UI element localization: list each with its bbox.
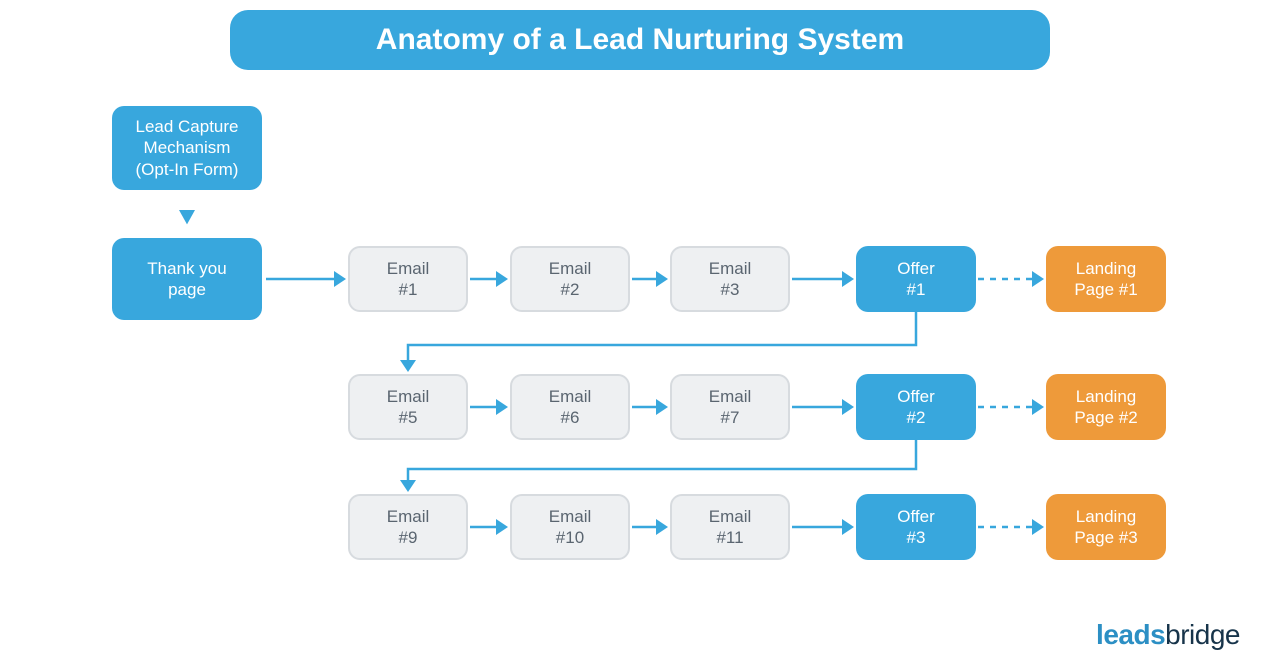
landing-node-2: Landing Page #2: [1046, 374, 1166, 440]
title-bar: Anatomy of a Lead Nurturing System: [230, 10, 1050, 70]
thankyou-node: Thank you page: [112, 238, 262, 320]
logo-light: bridge: [1165, 619, 1240, 650]
email-node-r1-1: Email #1: [348, 246, 468, 312]
email-node-r2-2: Email #6: [510, 374, 630, 440]
offer-node-3: Offer #3: [856, 494, 976, 560]
email-node-r2-3: Email #7: [670, 374, 790, 440]
logo: leadsbridge: [1096, 619, 1240, 651]
email-node-r1-3: Email #3: [670, 246, 790, 312]
email-node-r2-1: Email #5: [348, 374, 468, 440]
title-text: Anatomy of a Lead Nurturing System: [376, 23, 904, 57]
offer-node-2: Offer #2: [856, 374, 976, 440]
landing-node-1: Landing Page #1: [1046, 246, 1166, 312]
email-node-r3-2: Email #10: [510, 494, 630, 560]
email-node-r1-2: Email #2: [510, 246, 630, 312]
landing-node-3: Landing Page #3: [1046, 494, 1166, 560]
email-node-r3-3: Email #11: [670, 494, 790, 560]
logo-bold: leads: [1096, 619, 1165, 650]
offer-node-1: Offer #1: [856, 246, 976, 312]
connectors-layer: [0, 0, 1280, 671]
email-node-r3-1: Email #9: [348, 494, 468, 560]
lead-capture-node: Lead Capture Mechanism (Opt-In Form): [112, 106, 262, 190]
